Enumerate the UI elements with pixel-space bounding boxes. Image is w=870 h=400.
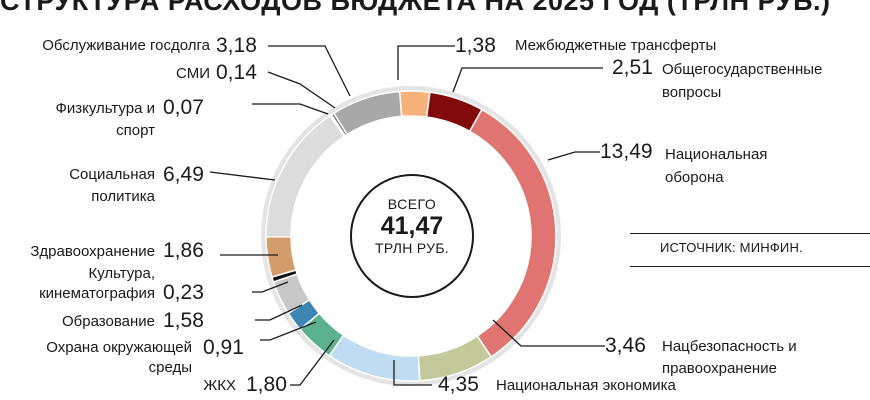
leader-line-culture <box>252 281 289 293</box>
leader-line-transfers <box>397 45 455 80</box>
leader-line-environment <box>260 321 317 341</box>
leader-line-defense <box>547 151 600 161</box>
label-sport: Физкультура и спорт <box>55 100 155 139</box>
leader-line-security <box>492 319 605 347</box>
value-education: 1,58 <box>163 309 204 332</box>
leader-line-general <box>452 67 603 93</box>
label-media: СМИ <box>176 65 210 82</box>
value-general: 2,51 <box>612 56 653 79</box>
label-security: Нацбезопасность и правоохранение <box>662 338 797 377</box>
leader-line-media <box>267 71 336 109</box>
leader-line-sport <box>252 103 329 115</box>
value-debt: 3,18 <box>216 34 257 57</box>
donut-slice-0 <box>398 90 431 118</box>
leader-line-debt <box>268 45 351 97</box>
value-health: 1,86 <box>163 239 204 262</box>
label-transfers: Межбюджетные трансферты <box>515 37 717 54</box>
value-social: 6,49 <box>163 163 204 186</box>
value-culture: 0,23 <box>163 281 204 304</box>
total-caption: ВСЕГО <box>387 196 437 212</box>
value-transfers: 1,38 <box>455 34 496 57</box>
value-media: 0,14 <box>216 61 257 84</box>
donut-slice-13 <box>332 90 403 136</box>
value-security: 3,46 <box>605 334 646 357</box>
label-social: Социальная политика <box>69 166 155 205</box>
total-unit: ТРЛН РУБ. <box>375 240 449 256</box>
label-culture: Культура, кинематография <box>39 265 155 302</box>
chart-title: СТРУКТУРА РАСХОДОВ БЮДЖЕТА НА 2025 ГОД (… <box>0 0 831 16</box>
label-education: Образование <box>62 313 155 330</box>
source-divider-top <box>630 233 870 234</box>
value-environment: 0,91 <box>203 336 244 359</box>
label-housing: ЖКХ <box>203 377 236 394</box>
leader-line-education <box>255 304 303 321</box>
value-economy: 4,35 <box>438 373 479 396</box>
donut-slices <box>261 86 561 386</box>
value-sport: 0,07 <box>163 96 204 119</box>
value-defense: 13,49 <box>600 140 653 163</box>
label-general: Общегосударственные вопросы <box>662 61 823 101</box>
source-note: ИСТОЧНИК: МИНФИН. <box>660 240 803 255</box>
value-housing: 1,80 <box>246 373 287 396</box>
label-economy: Национальная экономика <box>496 377 676 394</box>
source-divider-bottom <box>630 266 870 267</box>
label-defense: Национальная оборона <box>665 146 768 186</box>
leader-line-housing <box>290 339 335 386</box>
label-environment: Охрана окружающей среды <box>46 339 192 376</box>
label-health: Здравоохранение <box>30 243 155 260</box>
leader-line-economy <box>393 360 432 386</box>
leader-line-social <box>209 171 276 181</box>
total-value: 41,47 <box>380 212 444 240</box>
label-debt: Обслуживание госдолга <box>42 37 210 54</box>
donut-slice-9 <box>265 235 297 279</box>
leader-lines <box>209 45 605 386</box>
total-badge: ВСЕГО 41,47 ТРЛН РУБ. <box>350 174 474 298</box>
